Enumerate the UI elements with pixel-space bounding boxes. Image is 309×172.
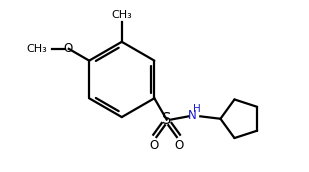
Text: N: N [188,109,197,122]
Text: CH₃: CH₃ [112,10,132,20]
Text: O: O [175,139,184,152]
Text: O: O [150,139,159,152]
Text: CH₃: CH₃ [27,44,47,54]
Text: H: H [193,104,201,114]
Text: O: O [64,42,73,55]
Text: S: S [162,112,171,127]
